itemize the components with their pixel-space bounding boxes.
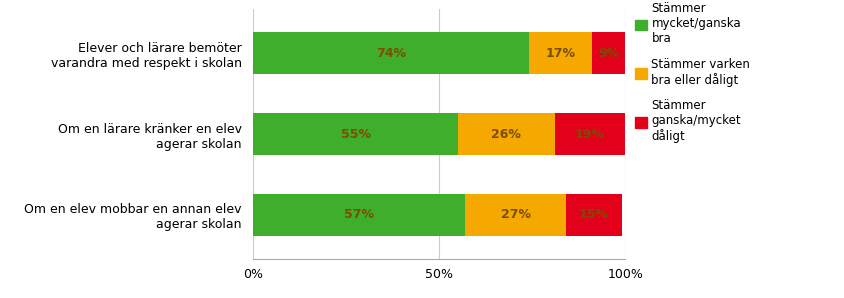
Text: 74%: 74% [376,47,406,60]
Text: 27%: 27% [500,208,530,221]
Text: 26%: 26% [491,128,521,141]
Text: 15%: 15% [578,208,608,221]
Bar [253,32,528,74]
Bar [253,113,457,155]
Text: 17%: 17% [544,47,575,60]
Bar [253,194,465,236]
Text: 57%: 57% [344,208,374,221]
Bar [591,32,625,74]
Bar [457,113,554,155]
Bar [528,32,591,74]
Text: 19%: 19% [575,128,604,141]
Text: 55%: 55% [340,128,371,141]
Text: 9%: 9% [598,47,619,60]
Bar [554,113,625,155]
Bar [565,194,621,236]
Bar [465,194,565,236]
Legend: Stämmer
mycket/ganska
bra, Stämmer varken
bra eller dåligt, Stämmer
ganska/mycke: Stämmer mycket/ganska bra, Stämmer varke… [634,2,749,143]
